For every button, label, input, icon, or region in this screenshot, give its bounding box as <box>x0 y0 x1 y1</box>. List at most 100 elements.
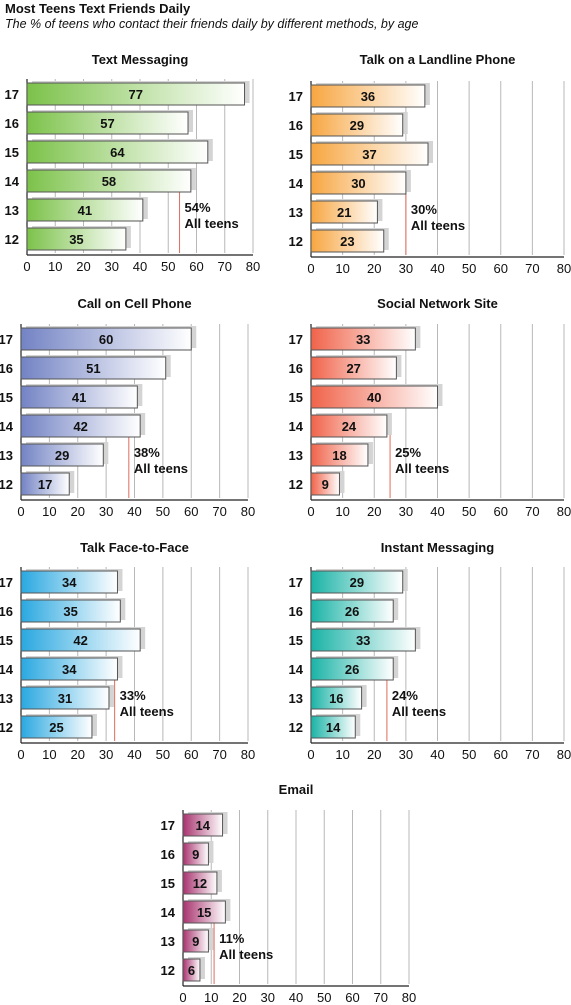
bar-value-label: 15 <box>197 905 211 920</box>
all-teens-label: All teens <box>185 216 239 231</box>
chart-panel-3: Call on Cell Phone 0 10 20 30 40 50 60 70 80 60 17 5… <box>0 296 255 519</box>
x-tick-label: 20 <box>71 504 85 519</box>
x-tick-label: 80 <box>557 747 571 762</box>
category-label: 17 <box>289 89 303 104</box>
x-tick-label: 60 <box>189 259 203 274</box>
x-tick-label: 0 <box>179 990 186 1005</box>
category-label: 15 <box>289 390 303 405</box>
bar-value-label: 34 <box>62 662 77 677</box>
bar-value-label: 36 <box>361 89 375 104</box>
all-teens-label: All teens <box>411 218 465 233</box>
bar-age-15 <box>310 628 416 652</box>
category-label: 12 <box>289 234 303 249</box>
category-label: 17 <box>0 332 13 347</box>
x-tick-label: 30 <box>105 259 119 274</box>
category-label: 15 <box>5 145 19 160</box>
category-label: 16 <box>289 118 303 133</box>
x-tick-label: 60 <box>345 990 359 1005</box>
bar-value-label: 12 <box>193 876 207 891</box>
all-teens-value: 25% <box>395 445 421 460</box>
x-tick-label: 80 <box>241 504 255 519</box>
category-label: 13 <box>0 448 13 463</box>
bar-age-16 <box>310 113 404 137</box>
bar-age-17 <box>310 570 404 594</box>
all-teens-value: 38% <box>134 445 160 460</box>
bar-value-label: 60 <box>99 332 113 347</box>
bar-age-12 <box>20 472 70 496</box>
bar-age-15 <box>26 140 209 164</box>
category-label: 15 <box>0 633 13 648</box>
bar-age-12 <box>26 227 127 251</box>
x-tick-label: 60 <box>184 504 198 519</box>
category-label: 16 <box>0 361 13 376</box>
category-label: 14 <box>289 662 304 677</box>
category-label: 16 <box>289 604 303 619</box>
bar-value-label: 33 <box>356 332 370 347</box>
x-tick-label: 70 <box>525 504 539 519</box>
category-label: 12 <box>289 477 303 492</box>
category-label: 13 <box>289 448 303 463</box>
x-tick-label: 0 <box>17 504 24 519</box>
chart-panel-6: Instant Messaging 0 10 20 30 40 50 60 70 80 29 17 26… <box>289 540 571 762</box>
x-tick-label: 30 <box>261 990 275 1005</box>
bar-age-16 <box>20 599 121 623</box>
bar-age-12 <box>20 715 93 739</box>
x-tick-label: 0 <box>17 747 24 762</box>
category-label: 17 <box>289 332 303 347</box>
category-label: 15 <box>289 147 303 162</box>
x-tick-label: 70 <box>525 747 539 762</box>
bar-value-label: 57 <box>100 116 114 131</box>
x-tick-label: 70 <box>374 990 388 1005</box>
chart-title: Text Messaging <box>92 52 189 67</box>
bar-age-15 <box>310 385 438 409</box>
category-label: 17 <box>5 87 19 102</box>
bar-age-14 <box>310 171 407 195</box>
chart-title: Talk on a Landline Phone <box>360 52 516 67</box>
bar-value-label: 14 <box>196 818 211 833</box>
bar-value-label: 58 <box>102 174 116 189</box>
bar-value-label: 17 <box>38 477 52 492</box>
category-label: 14 <box>0 419 14 434</box>
bar-age-14 <box>182 900 226 924</box>
bar-value-label: 23 <box>340 234 354 249</box>
x-tick-label: 70 <box>212 747 226 762</box>
bar-age-13 <box>20 443 104 467</box>
bar-value-label: 26 <box>345 662 359 677</box>
category-label: 12 <box>161 963 175 978</box>
bar-age-13 <box>310 443 369 467</box>
x-tick-label: 20 <box>76 259 90 274</box>
chart-title: Instant Messaging <box>381 540 494 555</box>
x-tick-label: 40 <box>289 990 303 1005</box>
bar-age-16 <box>182 842 209 866</box>
all-teens-value: 30% <box>411 202 437 217</box>
chart-title: Talk Face-to-Face <box>80 540 189 555</box>
category-label: 16 <box>289 361 303 376</box>
all-teens-label: All teens <box>120 704 174 719</box>
x-tick-label: 50 <box>462 504 476 519</box>
bar-value-label: 33 <box>356 633 370 648</box>
bar-value-label: 35 <box>69 232 83 247</box>
x-tick-label: 30 <box>399 747 413 762</box>
x-tick-label: 70 <box>218 259 232 274</box>
all-teens-label: All teens <box>395 461 449 476</box>
bar-age-15 <box>20 385 138 409</box>
chart-title: Call on Cell Phone <box>77 296 191 311</box>
category-label: 12 <box>5 232 19 247</box>
category-label: 17 <box>0 575 13 590</box>
bar-value-label: 64 <box>110 145 125 160</box>
x-tick-label: 40 <box>430 504 444 519</box>
x-tick-label: 40 <box>133 259 147 274</box>
category-label: 13 <box>161 934 175 949</box>
x-tick-label: 20 <box>367 747 381 762</box>
chart-panel-5: Talk Face-to-Face 0 10 20 30 40 50 60 70 80 34 17 35… <box>0 540 255 762</box>
bar-value-label: 21 <box>337 205 351 220</box>
x-tick-label: 30 <box>399 261 413 276</box>
bar-value-label: 41 <box>78 203 92 218</box>
x-tick-label: 70 <box>212 504 226 519</box>
bar-value-label: 29 <box>350 118 364 133</box>
all-teens-value: 11% <box>219 931 245 946</box>
bar-value-label: 6 <box>188 963 195 978</box>
bar-age-14 <box>310 657 394 681</box>
bar-age-14 <box>20 414 141 438</box>
